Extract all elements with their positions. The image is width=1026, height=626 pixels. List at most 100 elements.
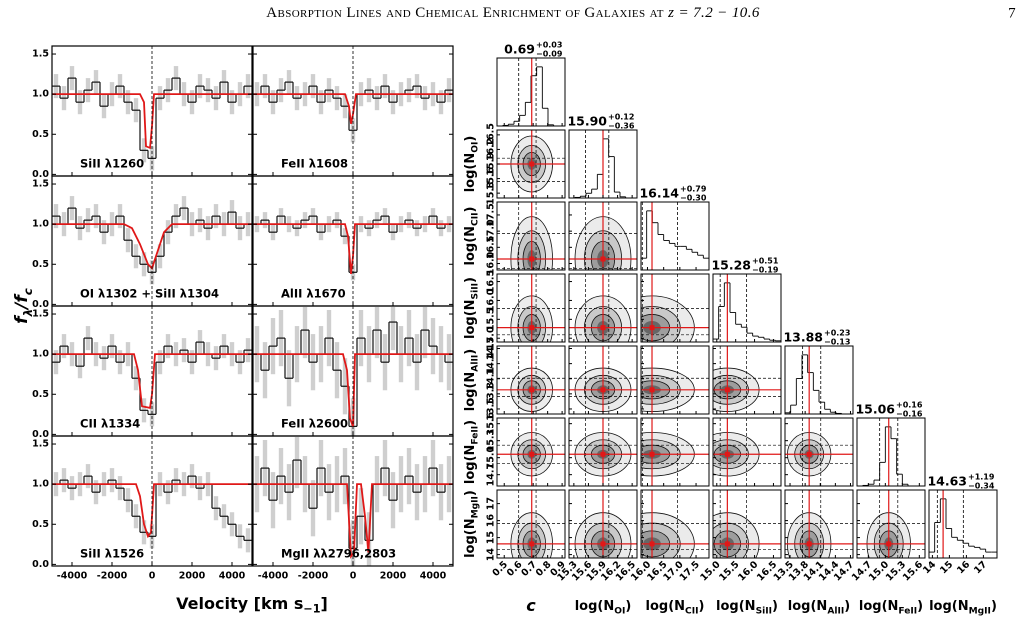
- label-subscript: OI: [470, 142, 480, 153]
- label-part: ): [463, 207, 478, 213]
- x-axis-label: log(NOI): [575, 599, 632, 617]
- spectrum-panel: [52, 46, 252, 176]
- x-axis-label: log(NCII): [646, 599, 705, 617]
- x-axis-label: log(NMgII): [929, 599, 997, 617]
- label-subscript: SiII: [470, 283, 480, 299]
- panel-frame: [496, 489, 566, 559]
- model-line: [253, 483, 453, 559]
- x-tick-label: 2000: [380, 571, 407, 582]
- label-part: ): [463, 349, 478, 355]
- model-line: [52, 93, 252, 150]
- param-err-plus: +0.51: [752, 257, 779, 266]
- label-subscript: CII: [470, 212, 480, 225]
- y-tick-label: 15.3: [486, 429, 497, 452]
- panel-frame: [640, 417, 710, 487]
- contour-panel: [857, 490, 925, 558]
- label-subscript: c: [20, 288, 34, 295]
- y-tick-label: 14.1: [486, 367, 497, 390]
- median-point: [600, 256, 606, 262]
- contour-panel: [785, 418, 853, 486]
- header-title: Absorption Lines and Chemical Enrichment…: [266, 5, 664, 21]
- median-point: [649, 541, 655, 547]
- y-tick-label: 15.6: [486, 166, 497, 190]
- x-axis-label: log(NFeII): [859, 599, 923, 617]
- histogram-panel: [641, 202, 709, 270]
- y-tick-label: 16: [486, 514, 497, 528]
- contour-panel: [569, 202, 637, 270]
- median-point: [724, 541, 730, 547]
- y-tick-label: 1.5: [32, 179, 49, 190]
- label-subscript: FeII: [898, 606, 917, 616]
- label-part: c: [526, 596, 536, 615]
- label-part: ): [625, 599, 631, 614]
- panel-frame: [496, 201, 566, 271]
- panel-frame: [712, 273, 782, 343]
- median-point: [529, 451, 535, 457]
- x-tick-label: 15.5: [717, 559, 741, 583]
- spectrum-panel: [253, 176, 453, 306]
- label-part: ): [699, 599, 705, 614]
- y-tick-label: 13.5: [486, 397, 497, 420]
- y-tick-label: 0.5: [32, 519, 49, 530]
- x-tick-label: 4000: [420, 571, 447, 582]
- contour-panel: [641, 346, 709, 414]
- y-tick-label: 15.9: [486, 152, 497, 175]
- panel-frame: [496, 273, 566, 343]
- spectrum-panel: [253, 306, 453, 436]
- y-tick-label: 1.0: [32, 219, 49, 230]
- median-point: [649, 325, 655, 331]
- panel-frame: [496, 417, 566, 487]
- param-median: 14.63: [927, 474, 967, 489]
- x-tick-label: 17: [972, 559, 989, 576]
- histogram-panel: [569, 130, 637, 198]
- label-part: ): [463, 136, 478, 142]
- label-subscript: OI: [614, 606, 625, 616]
- y-tick-label: 16.5: [486, 236, 497, 259]
- y-tick-label: 0.0: [32, 169, 49, 180]
- param-err-minus: −0.16: [896, 410, 923, 419]
- contour-panel: [641, 490, 709, 558]
- y-tick-label: 0.0: [32, 429, 49, 440]
- x-tick-label: -2000: [97, 571, 128, 582]
- label-part: ): [772, 599, 778, 614]
- model-line: [52, 483, 252, 539]
- spectrum-panel: [52, 306, 252, 436]
- param-err-plus: +1.19: [968, 473, 995, 482]
- error-bar: [390, 306, 396, 351]
- x-tick-label: 14: [921, 559, 938, 576]
- median-point: [649, 387, 655, 393]
- x-tick-label: -4000: [258, 571, 289, 582]
- y-tick-label: 1.5: [32, 49, 49, 60]
- y-axis-label: log(NAlII): [463, 349, 481, 411]
- x-axis-label: c: [526, 596, 536, 615]
- line-label: SiII λ1526: [80, 547, 144, 561]
- x-axis-label: log(NAlII): [788, 599, 850, 617]
- panel-frame: [856, 489, 926, 559]
- label-part: log(N: [463, 445, 478, 485]
- param-median: 15.06: [855, 402, 895, 417]
- median-point: [529, 541, 535, 547]
- median-point: [600, 325, 606, 331]
- histogram-panel: [713, 274, 781, 342]
- x-axis-label: log(NSiII): [716, 599, 778, 617]
- y-tick-label: 15.6: [486, 412, 497, 436]
- line-label: FeII λ2600: [281, 417, 348, 431]
- label-part: log(N: [575, 599, 615, 614]
- histogram-panel: [929, 490, 997, 558]
- error-bar: [374, 306, 380, 359]
- label-part: ): [463, 490, 478, 496]
- y-tick-label: 17.5: [486, 203, 497, 226]
- y-axis-label: fλ/fc: [12, 288, 34, 324]
- median-point: [529, 387, 535, 393]
- y-tick-label: 0.5: [32, 259, 49, 270]
- y-tick-label: 0.5: [32, 129, 49, 140]
- y-tick-label: 1.0: [32, 349, 49, 360]
- y-tick-label: 16.5: [486, 123, 497, 146]
- param-err-minus: −0.36: [608, 122, 635, 131]
- spectrum-panel: [253, 46, 453, 176]
- panel-frame: [784, 489, 854, 559]
- label-subscript: MgII: [969, 606, 991, 616]
- panel-frame: [712, 345, 782, 415]
- y-tick-label: 15.0: [486, 326, 497, 350]
